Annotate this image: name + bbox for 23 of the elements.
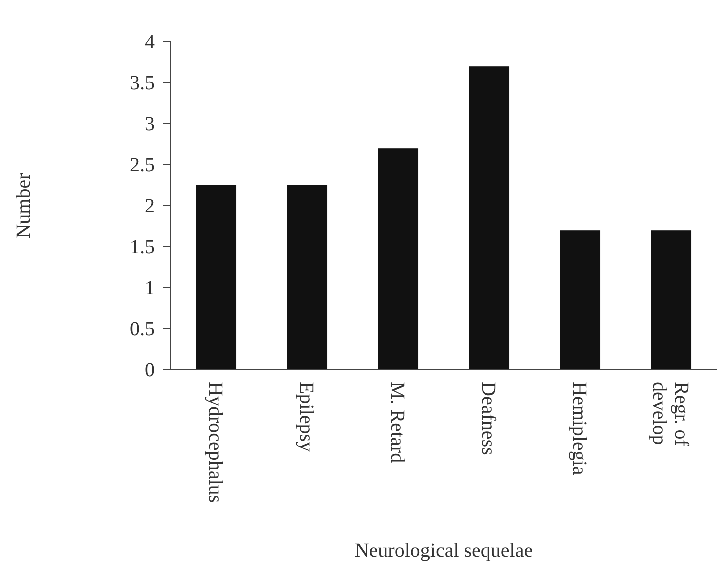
y-tick-label: 3.5	[130, 72, 155, 94]
x-tick-label: Deafness	[478, 382, 500, 456]
bar	[378, 148, 419, 370]
x-tick-label: Epilepsy	[296, 382, 318, 452]
y-tick-label: 4	[145, 31, 155, 54]
y-axis-title: Number	[13, 172, 35, 239]
bar	[469, 66, 510, 370]
x-tick-label: Hemiplegia	[568, 382, 590, 476]
y-tick-label: 1.5	[130, 236, 155, 258]
bar	[560, 230, 601, 370]
y-tick-label: 2	[145, 195, 155, 218]
y-tick-label: 1	[145, 277, 155, 300]
y-tick-label: 3	[145, 113, 155, 136]
x-axis-title: Neurological sequelae	[354, 540, 534, 562]
x-tick-label: Hydrocephalus	[204, 382, 226, 504]
bar	[651, 230, 692, 370]
x-tick-label: M. Retard	[386, 382, 408, 464]
bar	[287, 186, 328, 370]
x-tick-label: Regr. of develop	[648, 382, 692, 447]
bar	[196, 186, 237, 370]
y-tick-label: 0	[145, 359, 155, 382]
y-tick-label: 0.5	[130, 318, 155, 340]
y-tick-label: 2.5	[130, 154, 155, 176]
